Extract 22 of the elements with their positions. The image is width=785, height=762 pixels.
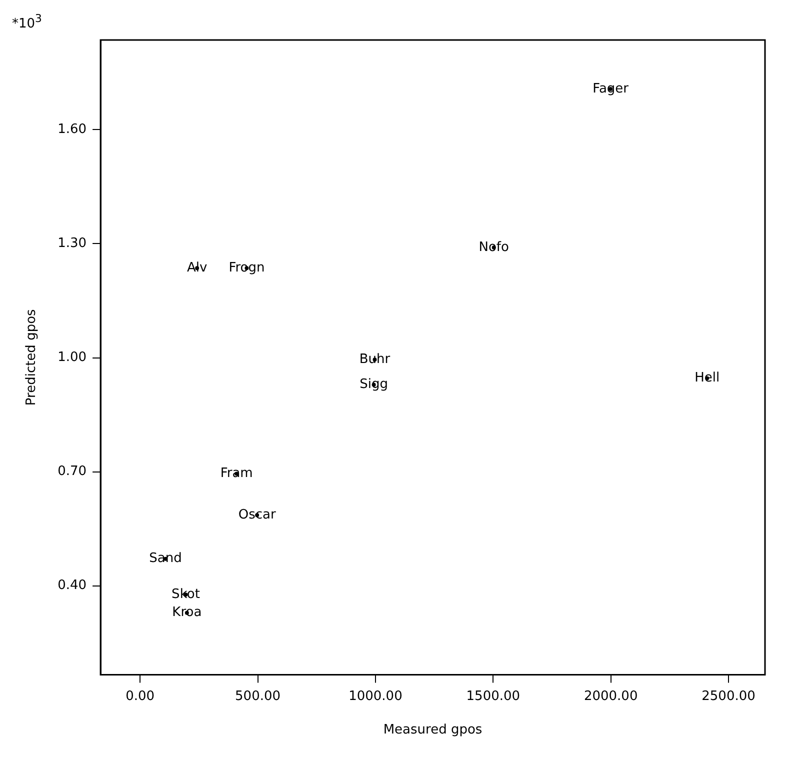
x-tick-label: 0.00 xyxy=(126,688,155,704)
data-label: Fram xyxy=(220,466,253,482)
x-tick-label: 2500.00 xyxy=(702,688,756,704)
data-label: Sand xyxy=(149,551,182,566)
x-tick-label: 1000.00 xyxy=(348,688,402,704)
x-tick-label: 2000.00 xyxy=(584,688,638,704)
x-tick-label: 500.00 xyxy=(235,688,281,704)
data-label: Fager xyxy=(592,81,630,96)
y-tick-label: 0.70 xyxy=(58,464,87,480)
y-tick-label: 0.40 xyxy=(58,578,87,594)
y-tick-label: 1.00 xyxy=(58,350,87,366)
data-label: Skot xyxy=(172,586,200,602)
x-axis-title: Measured gpos xyxy=(383,722,482,738)
data-label: Oscar xyxy=(238,508,276,523)
data-label: Sigg xyxy=(360,377,388,392)
data-label: Nofo xyxy=(478,240,509,255)
data-label: Frogn xyxy=(228,260,265,276)
y-tick-label: 1.60 xyxy=(58,122,87,138)
text: *10$^{3}$ xyxy=(12,12,42,32)
y-tick-label: 1.30 xyxy=(58,236,87,252)
x-tick-label: 1500.00 xyxy=(466,688,520,704)
y-axis-title: Predicted gpos xyxy=(24,308,40,406)
